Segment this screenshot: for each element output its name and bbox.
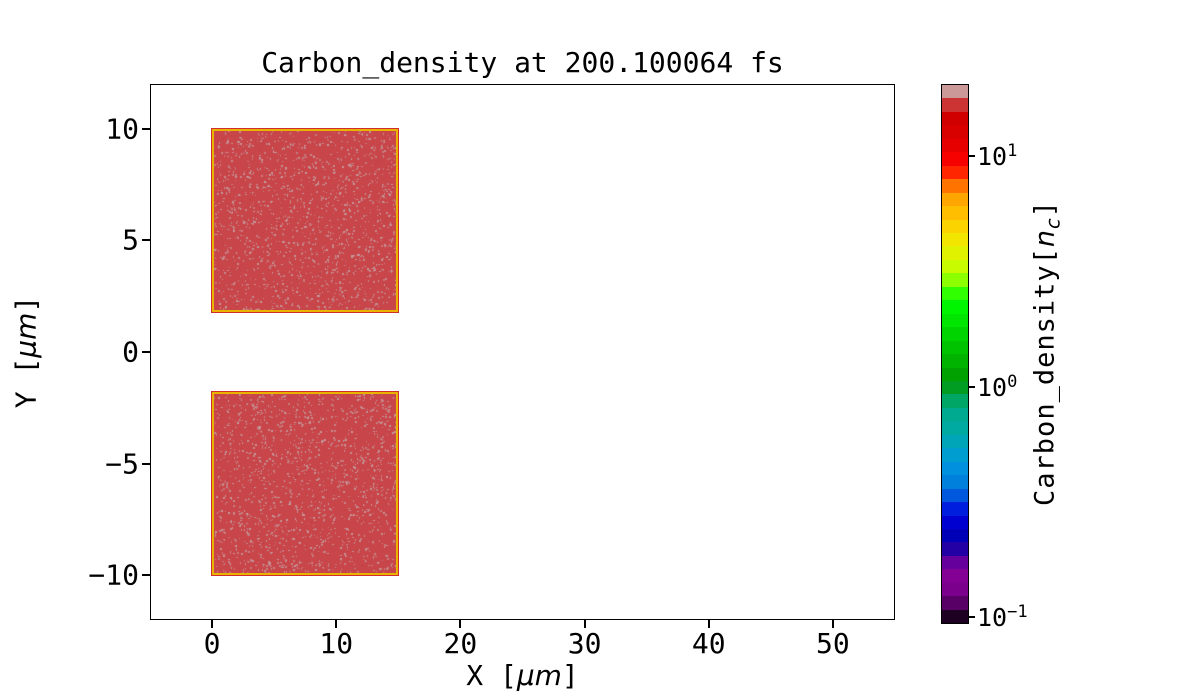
colorbar-band <box>942 286 968 301</box>
colorbar-tick <box>968 385 975 388</box>
colorbar-band <box>942 528 968 543</box>
colorbar-band <box>942 165 968 180</box>
y-tick-label: −5 <box>105 447 139 481</box>
y-axis-tick <box>142 351 150 353</box>
colorbar-band <box>942 219 968 233</box>
y-axis-tick <box>142 239 150 242</box>
x-axis-tick <box>831 620 834 628</box>
x-axis-tick <box>335 620 338 628</box>
density-block-lower <box>212 392 399 576</box>
colorbar-tick <box>968 616 975 619</box>
colorbar-band <box>942 407 968 422</box>
colorbar-band <box>942 246 968 260</box>
colorbar-band <box>942 273 968 287</box>
colorbar-band <box>942 313 968 328</box>
colorbar-band <box>942 434 968 449</box>
colorbar-band <box>942 461 968 476</box>
y-tick-label: −10 <box>88 558 139 592</box>
y-tick-label: 10 <box>105 112 139 146</box>
colorbar <box>941 84 969 624</box>
colorbar-band <box>942 232 968 247</box>
colorbar-band <box>942 111 968 126</box>
colorbar-band <box>942 179 968 193</box>
x-axis-tick <box>459 620 462 628</box>
colorbar-band <box>942 502 968 516</box>
colorbar-band <box>942 488 968 503</box>
x-tick-label: 30 <box>567 627 602 660</box>
colorbar-band <box>942 206 968 220</box>
colorbar-band <box>942 340 968 355</box>
x-tick-label: 20 <box>443 627 478 660</box>
colorbar-band <box>942 582 968 597</box>
colorbar-band <box>942 152 968 166</box>
colorbar-band <box>942 192 968 207</box>
y-axis-tick <box>142 574 150 577</box>
colorbar-band <box>942 542 968 556</box>
x-tick-label: 0 <box>203 627 221 660</box>
colorbar-band <box>942 555 968 570</box>
colorbar-band <box>942 394 968 408</box>
colorbar-band <box>942 85 968 99</box>
colorbar-band <box>942 380 968 395</box>
density-noise-canvas <box>214 130 397 310</box>
colorbar-band <box>942 596 968 610</box>
colorbar-band <box>942 354 968 368</box>
colorbar-band <box>942 138 968 153</box>
x-tick-label: 10 <box>319 627 354 660</box>
y-axis-tick <box>142 127 150 130</box>
colorbar-band <box>942 515 968 529</box>
colorbar-band <box>942 569 968 583</box>
colorbar-band <box>942 98 968 112</box>
colorbar-band <box>942 300 968 314</box>
y-tick-label: 5 <box>122 223 139 257</box>
colorbar-band <box>942 448 968 462</box>
colorbar-band <box>942 125 968 139</box>
x-tick-label: 40 <box>691 627 726 660</box>
colorbar-band <box>942 475 968 489</box>
colorbar-band <box>942 421 968 435</box>
colorbar-tick-label: 101 <box>977 140 1018 172</box>
x-axis-tick <box>583 620 586 628</box>
y-axis-tick <box>142 462 150 465</box>
colorbar-band <box>942 259 968 274</box>
x-axis-label: X [μm] <box>466 659 579 692</box>
colorbar-tick <box>968 154 975 157</box>
colorbar-band <box>942 327 968 341</box>
colorbar-tick-label: 10−1 <box>977 602 1028 633</box>
density-block-upper <box>212 128 399 312</box>
density-noise-canvas <box>214 394 397 574</box>
colorbar-band <box>942 609 968 624</box>
x-axis-tick <box>707 620 710 628</box>
y-tick-label: 0 <box>122 335 139 369</box>
x-tick-label: 50 <box>816 627 850 660</box>
plot-title: Carbon_density at 200.100064 fs <box>261 46 784 79</box>
colorbar-band <box>942 367 968 381</box>
x-axis-tick <box>211 620 214 628</box>
colorbar-tick-label: 100 <box>977 371 1018 402</box>
